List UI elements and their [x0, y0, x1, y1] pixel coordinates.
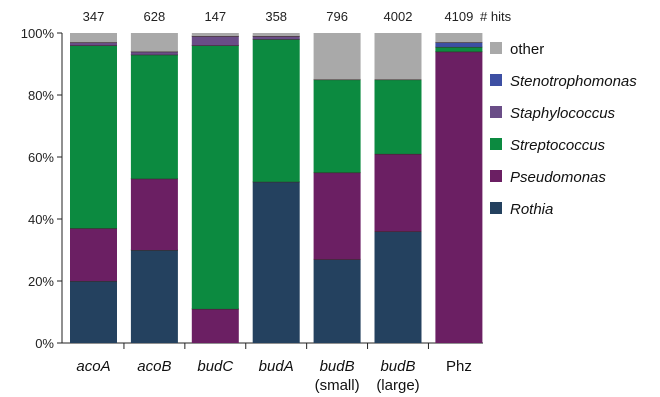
legend-entry: Stenotrophomonas — [510, 73, 637, 90]
x-category-label: budA — [259, 358, 294, 375]
hits-count: 147 — [204, 9, 226, 24]
bar-segment-staphylococcus — [130, 51, 178, 55]
bar-segment-streptococcus — [70, 45, 117, 229]
legend-swatch — [490, 106, 502, 118]
legend-entry: Staphylococcus — [510, 105, 616, 122]
bar-segment-staphylococcus — [191, 36, 239, 46]
bar-segment-other — [191, 33, 239, 37]
bar-segment-rothia — [70, 281, 117, 343]
bar-segment-other — [435, 33, 483, 43]
bar-segment-other — [70, 33, 117, 43]
bar-segment-other — [252, 33, 300, 37]
bar-segment-other — [130, 33, 178, 52]
hits-count: 796 — [326, 9, 348, 24]
legend-swatch — [490, 74, 502, 86]
hits-count: 347 — [83, 9, 105, 24]
bar-segment-streptococcus — [435, 46, 483, 52]
hits-count: 628 — [144, 9, 166, 24]
bar-segment-other — [374, 33, 422, 80]
x-category-label: acoA — [76, 358, 110, 375]
x-category-label: Phz — [446, 358, 472, 375]
bar-segment-streptococcus — [313, 79, 361, 173]
y-tick-label: 60% — [28, 150, 54, 165]
legend-entry: other — [510, 41, 544, 58]
bar-segment-stenotrophomonas — [435, 42, 483, 47]
legend-entry: Streptococcus — [510, 137, 606, 154]
hits-header: # hits — [480, 9, 512, 24]
y-tick-label: 40% — [28, 212, 54, 227]
bar-segment-staphylococcus — [252, 36, 300, 40]
x-category-label: budC — [197, 358, 233, 375]
y-tick-label: 0% — [35, 336, 54, 351]
bar-segment-streptococcus — [374, 79, 422, 154]
y-tick-label: 80% — [28, 88, 54, 103]
bar-segment-pseudomonas — [191, 308, 239, 343]
bar-segment-streptococcus — [191, 45, 239, 309]
hits-count: 4002 — [384, 9, 413, 24]
bar-segment-pseudomonas — [130, 178, 178, 250]
y-tick-label: 100% — [21, 26, 55, 41]
bar-segment-pseudomonas — [313, 172, 361, 260]
bar-segment-pseudomonas — [435, 51, 483, 343]
bar-segment-rothia — [252, 181, 300, 343]
bar-segment-streptococcus — [252, 39, 300, 182]
legend-swatch — [490, 202, 502, 214]
bar-segment-staphylococcus — [70, 42, 117, 46]
bar-segment-rothia — [130, 250, 178, 343]
x-category-label: budB — [320, 358, 355, 375]
x-category-label: budB — [380, 358, 415, 375]
bar-segment-streptococcus — [130, 54, 178, 179]
bar-segment-rothia — [374, 231, 422, 343]
bar-segment-pseudomonas — [374, 153, 422, 232]
x-category-sublabel: (small) — [315, 377, 360, 394]
hits-count: 4109 — [444, 9, 473, 24]
legend-entry: Pseudomonas — [510, 169, 606, 186]
hits-count: 358 — [265, 9, 287, 24]
y-tick-label: 20% — [28, 274, 54, 289]
legend-swatch — [490, 170, 502, 182]
bar-segment-other — [313, 33, 361, 80]
legend-entry: Rothia — [510, 201, 553, 218]
x-category-label: acoB — [137, 358, 171, 375]
legend-swatch — [490, 138, 502, 150]
bar-segment-pseudomonas — [70, 228, 117, 281]
bar-segment-rothia — [313, 259, 361, 343]
legend-swatch — [490, 42, 502, 54]
x-category-sublabel: (large) — [376, 377, 419, 394]
